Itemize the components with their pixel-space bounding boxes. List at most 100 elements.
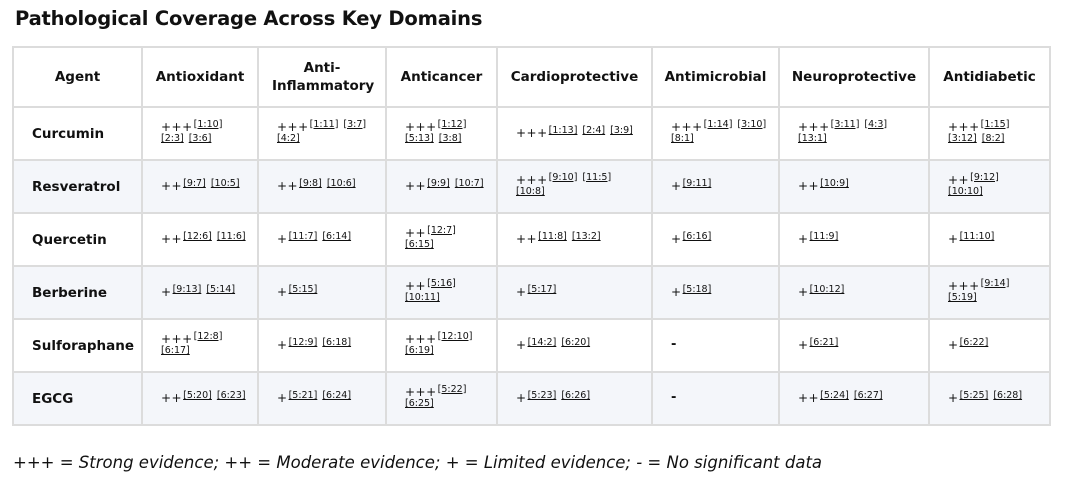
- citation-link[interactable]: [3:11]: [830, 118, 860, 130]
- citation-link[interactable]: [3:6]: [188, 132, 212, 144]
- citation-link[interactable]: [9:12]: [970, 171, 999, 183]
- citation: [9:14]: [981, 278, 1010, 289]
- citation: [3:12]: [948, 133, 977, 144]
- citation-link[interactable]: [11:7]: [288, 231, 318, 243]
- citation-link[interactable]: [6:14]: [322, 231, 352, 243]
- citation-link[interactable]: [6:18]: [322, 337, 352, 349]
- citation-link[interactable]: [12:10]: [437, 330, 473, 342]
- citation-link[interactable]: [3:7]: [343, 118, 367, 130]
- citation-link[interactable]: [6:17]: [161, 344, 190, 356]
- citation-link[interactable]: [1:15]: [980, 118, 1010, 130]
- citation: [12:10]: [438, 331, 473, 342]
- citation-link[interactable]: [6:27]: [853, 390, 883, 402]
- agent-name: Berberine: [12, 265, 143, 320]
- citation-link[interactable]: [5:17]: [527, 284, 557, 296]
- citation-link[interactable]: [5:19]: [948, 291, 977, 303]
- citation-link[interactable]: [6:20]: [561, 337, 591, 349]
- citation-link[interactable]: [9:13]: [172, 284, 202, 296]
- citation-link[interactable]: [3:10]: [737, 118, 767, 130]
- citation-link[interactable]: [9:11]: [682, 178, 712, 190]
- citation-link[interactable]: [8:1]: [671, 132, 694, 144]
- citation-link[interactable]: [5:21]: [288, 390, 318, 402]
- citation-link[interactable]: [1:13]: [548, 125, 578, 137]
- evidence-cell-content: +[6:21]: [798, 338, 922, 352]
- citation-link[interactable]: [6:28]: [993, 390, 1023, 402]
- citation-link[interactable]: [11:8]: [538, 231, 567, 243]
- citation-link[interactable]: [1:14]: [703, 118, 733, 130]
- citation-link[interactable]: [6:25]: [405, 397, 434, 409]
- citation-link[interactable]: [6:16]: [682, 231, 712, 243]
- citation-link[interactable]: [9:9]: [427, 178, 450, 190]
- citation-link[interactable]: [1:12]: [437, 118, 467, 130]
- evidence-cell-content: +[11:10]: [948, 232, 1043, 246]
- evidence-level: +: [277, 232, 288, 247]
- citation: [6:23]: [217, 390, 246, 401]
- citation-link[interactable]: [13:1]: [798, 132, 827, 144]
- citation: [9:7]: [183, 178, 206, 189]
- citation-link[interactable]: [10:5]: [210, 178, 240, 190]
- evidence-level: +++: [405, 119, 437, 134]
- citation-link[interactable]: [10:12]: [809, 284, 845, 296]
- citation: [3:9]: [610, 125, 633, 136]
- citation-link[interactable]: [5:13]: [405, 132, 434, 144]
- citation-link[interactable]: [5:14]: [206, 284, 236, 296]
- citation-link[interactable]: [5:20]: [183, 390, 212, 402]
- citation-link[interactable]: [12:8]: [193, 330, 223, 342]
- evidence-level: +++: [161, 119, 193, 134]
- citation-link[interactable]: [6:24]: [322, 390, 352, 402]
- citation-link[interactable]: [1:10]: [193, 118, 223, 130]
- citation-link[interactable]: [9:14]: [980, 277, 1010, 289]
- citation-link[interactable]: [2:4]: [582, 125, 606, 137]
- citation-link[interactable]: [6:15]: [405, 238, 434, 250]
- citation-link[interactable]: [6:23]: [216, 390, 246, 402]
- citation-link[interactable]: [4:3]: [864, 118, 888, 130]
- citation-link[interactable]: [12:7]: [427, 224, 456, 236]
- citation: [6:18]: [322, 337, 351, 348]
- evidence-cell-content: -: [671, 338, 772, 352]
- evidence-cell: +++[9:10] [11:5] [10:8]: [496, 159, 653, 214]
- citation-link[interactable]: [10:7]: [454, 178, 484, 190]
- evidence-level: +: [798, 285, 809, 300]
- citation-link[interactable]: [3:8]: [438, 132, 462, 144]
- citation-link[interactable]: [9:10]: [548, 171, 578, 183]
- citation-link[interactable]: [11:10]: [959, 231, 995, 243]
- table-row: Curcumin +++[1:10][2:3] [3:6] +++[1:11] [3:7…: [12, 106, 1051, 161]
- citation-link[interactable]: [5:15]: [288, 284, 318, 296]
- evidence-cell-content: +[9:13] [5:14]: [161, 285, 251, 299]
- citation-link[interactable]: [6:22]: [959, 337, 989, 349]
- citation-link[interactable]: [4:2]: [277, 132, 300, 144]
- citation-link[interactable]: [2:3]: [161, 132, 184, 144]
- evidence-cell: +++[1:13] [2:4] [3:9]: [496, 106, 653, 161]
- citation-link[interactable]: [11:6]: [216, 231, 246, 243]
- citation-link[interactable]: [6:26]: [561, 390, 591, 402]
- citation-link[interactable]: [12:9]: [288, 337, 318, 349]
- citation-link[interactable]: [9:8]: [299, 178, 322, 190]
- citation-link[interactable]: [5:18]: [682, 284, 712, 296]
- citation-link[interactable]: [6:19]: [405, 344, 434, 356]
- citation-link[interactable]: [1:11]: [309, 118, 339, 130]
- citation-link[interactable]: [12:6]: [183, 231, 212, 243]
- citation-link[interactable]: [11:5]: [582, 171, 612, 183]
- citation-link[interactable]: [10:9]: [820, 178, 849, 190]
- citation-link[interactable]: [13:2]: [571, 231, 601, 243]
- citation: [13:2]: [572, 231, 601, 242]
- citation-link[interactable]: [3:9]: [610, 125, 633, 137]
- citation-link[interactable]: [5:23]: [527, 390, 557, 402]
- column-header-anticancer: Anticancer: [385, 46, 498, 108]
- citation-link[interactable]: [6:21]: [809, 337, 839, 349]
- citation-link[interactable]: [8:2]: [981, 132, 1005, 144]
- citation-link[interactable]: [5:22]: [437, 383, 467, 395]
- citation-link[interactable]: [11:9]: [809, 231, 839, 243]
- evidence-cell: +++[12:10] [6:19]: [385, 318, 498, 373]
- citation-link[interactable]: [10:8]: [516, 185, 545, 197]
- citation-link[interactable]: [10:11]: [405, 291, 440, 303]
- citation-link[interactable]: [10:6]: [326, 178, 356, 190]
- citation: [5:17]: [528, 284, 557, 295]
- citation-link[interactable]: [10:10]: [948, 185, 983, 197]
- citation-link[interactable]: [5:25]: [959, 390, 989, 402]
- citation-link[interactable]: [3:12]: [948, 132, 977, 144]
- citation-link[interactable]: [5:24]: [820, 390, 849, 402]
- citation-link[interactable]: [14:2]: [527, 337, 557, 349]
- citation-link[interactable]: [9:7]: [183, 178, 206, 190]
- citation-link[interactable]: [5:16]: [427, 277, 456, 289]
